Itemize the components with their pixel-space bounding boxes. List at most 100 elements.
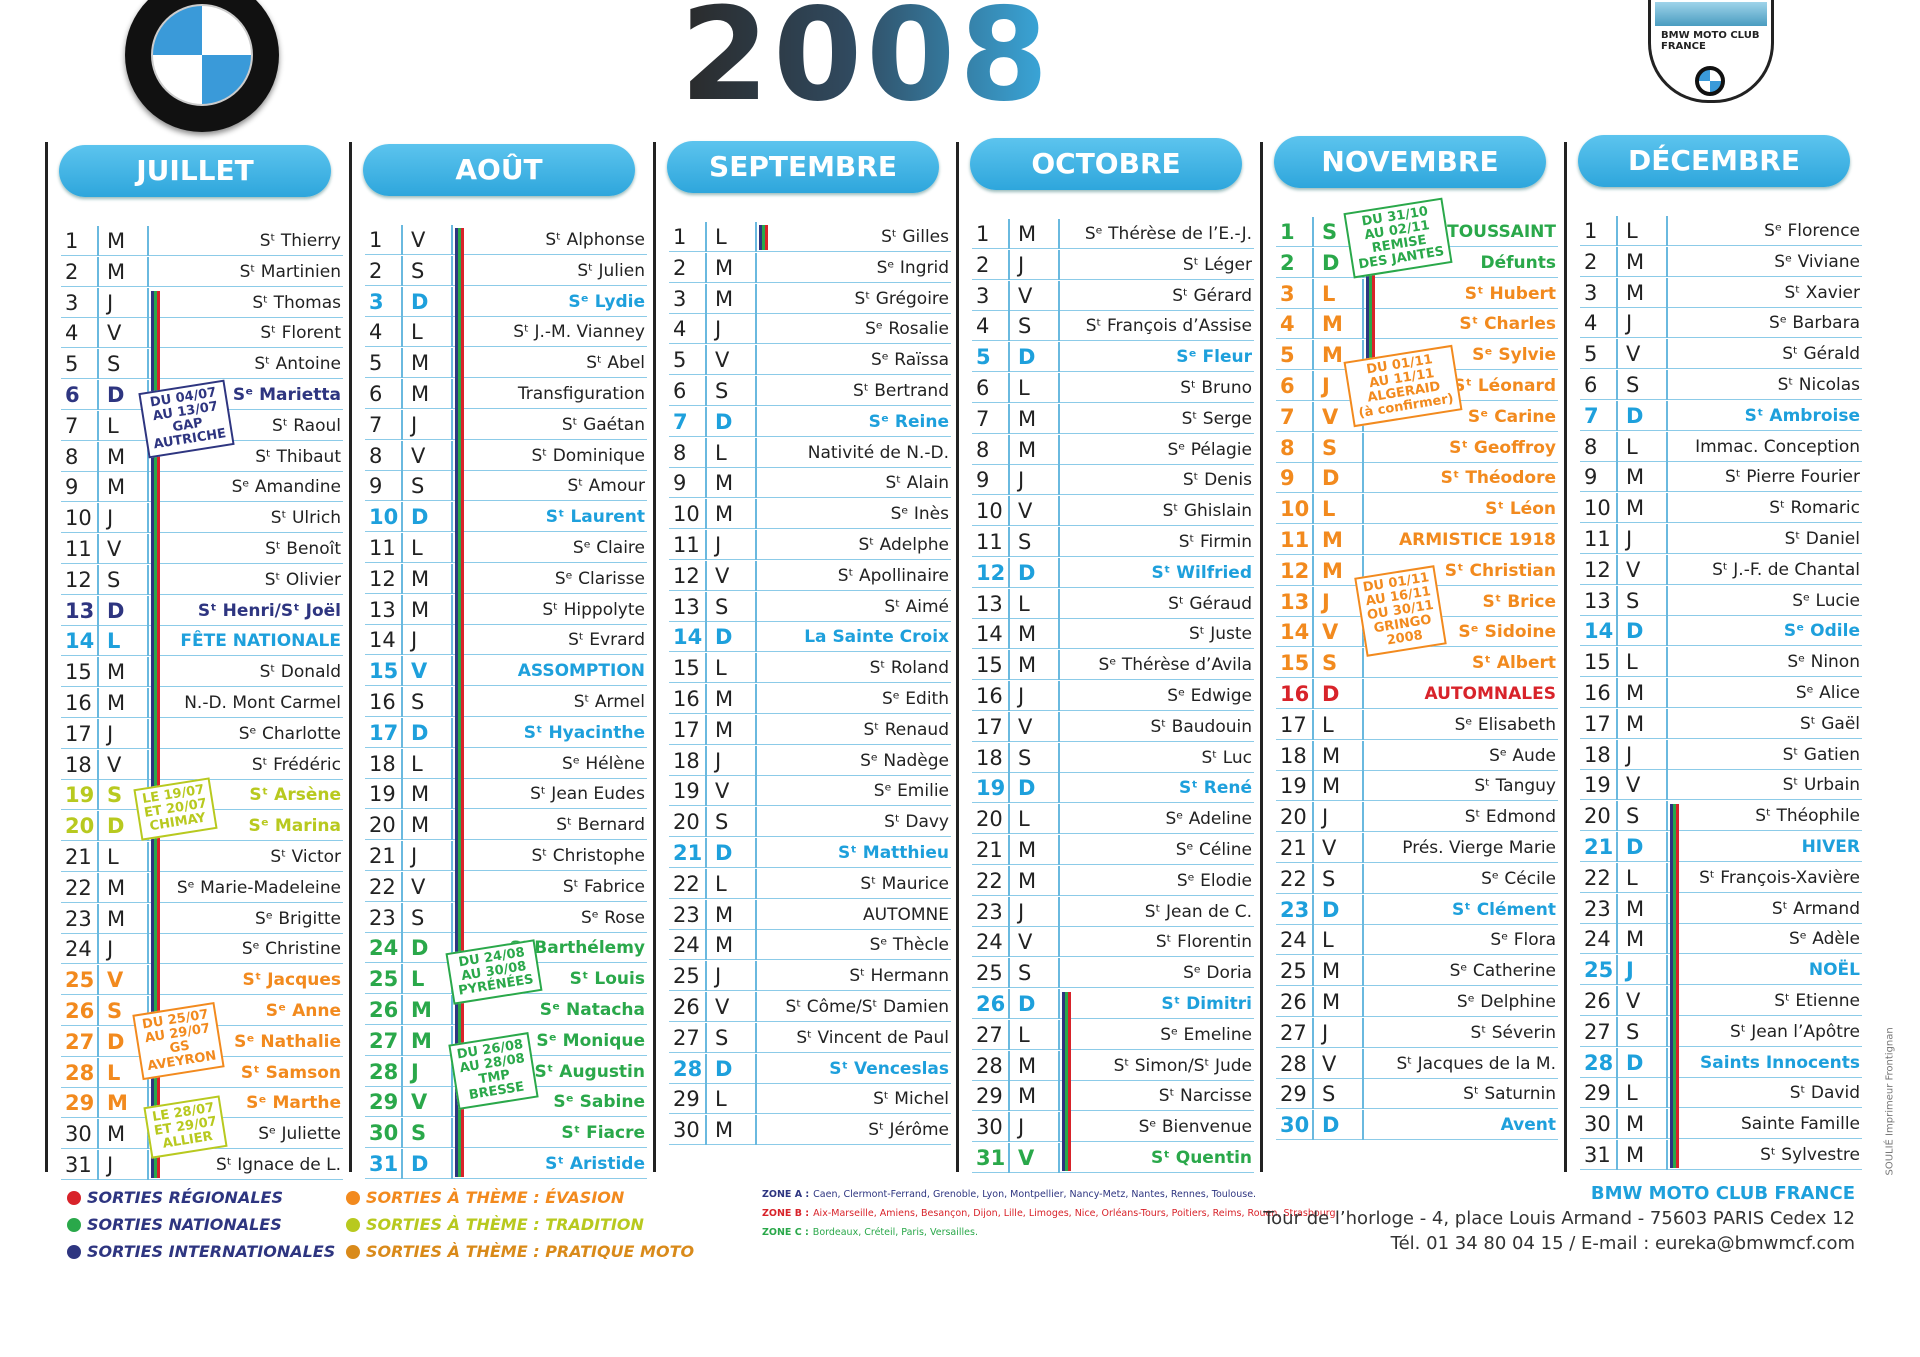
day-row: 14 J Sᵗ Evrard	[365, 625, 647, 656]
weekday: L	[411, 967, 425, 992]
saint-name: Sᵉ Doria	[1183, 963, 1252, 984]
day-row: 7 D Sᵉ Reine	[669, 406, 951, 437]
divider	[451, 533, 453, 563]
day-row: 25 V Sᵗ Jacques	[61, 965, 343, 996]
divider	[1008, 1143, 1010, 1173]
saint-name: Sᵗ Renaud	[863, 719, 949, 740]
legend-dot	[67, 1245, 81, 1259]
day-row: 1 M Sᵉ Thérèse de l’E.-J.	[972, 219, 1254, 249]
divider	[1058, 835, 1060, 865]
saint-name: Sᵗ Jean Eudes	[530, 784, 645, 805]
divider	[1362, 987, 1364, 1017]
divider	[705, 468, 707, 499]
divider	[451, 502, 453, 533]
saint-name: Sᵗ Thierry	[259, 231, 341, 251]
bmw-logo	[125, 0, 279, 132]
weekday: V	[1322, 836, 1337, 860]
saint-name: Sᵗ Daniel	[1784, 529, 1860, 549]
weekday: M	[1626, 896, 1645, 921]
weekday: M	[715, 471, 734, 496]
divider	[451, 379, 453, 409]
divider	[147, 657, 149, 688]
weekday: M	[1322, 312, 1343, 337]
day-number: 7	[65, 413, 79, 438]
divider	[451, 871, 453, 902]
divider	[1362, 925, 1364, 956]
weekday: L	[1018, 1022, 1030, 1047]
day-number: 11	[369, 536, 396, 560]
weekday: D	[411, 289, 429, 314]
divider	[1666, 1140, 1668, 1170]
day-number: 11	[1584, 527, 1611, 551]
saint-name: Sᵗ Abel	[586, 353, 645, 374]
day-number: 21	[369, 844, 396, 868]
day-number: 8	[1280, 435, 1295, 460]
day-number: 26	[976, 992, 1006, 1016]
divider	[451, 1087, 453, 1118]
day-row: 6 S Sᵗ Bertrand	[669, 376, 951, 406]
saint-name: Sᵗ Jean de C.	[1144, 901, 1252, 922]
saint-name: Sᵗ Narcisse	[1158, 1086, 1252, 1107]
saint-name: Sᵉ Lucie	[1792, 590, 1860, 611]
divider	[401, 1149, 403, 1179]
weekday: M	[411, 998, 432, 1022]
saint-name: Transfiguration	[517, 384, 645, 404]
day-row: 21 L Sᵗ Victor	[61, 842, 343, 872]
saint-name: Sᵉ Brigitte	[255, 908, 341, 929]
weekday: D	[1322, 897, 1340, 922]
day-number: 6	[1280, 374, 1295, 398]
divider	[1616, 370, 1618, 400]
divider	[401, 1087, 403, 1118]
day-number: 1	[65, 229, 79, 253]
weekday: V	[715, 563, 730, 588]
divider	[1616, 862, 1618, 893]
divider	[1058, 650, 1060, 681]
day-number: 4	[673, 317, 687, 342]
saint-name: Sᵗ Apollinaire	[837, 565, 949, 586]
day-row: 26 D Sᵗ Dimitri	[972, 989, 1254, 1019]
divider	[451, 902, 453, 933]
divider	[401, 687, 403, 717]
day-number: 21	[1280, 836, 1307, 860]
divider	[97, 503, 99, 534]
divider	[755, 714, 757, 745]
column-separator	[45, 142, 48, 1172]
day-number: 5	[1280, 343, 1295, 368]
divider	[147, 534, 149, 564]
weekday: J	[1018, 899, 1025, 924]
divider	[1666, 770, 1668, 801]
divider	[705, 406, 707, 437]
weekday: J	[107, 937, 114, 962]
saint-name: Sᵉ Lydie	[568, 291, 645, 312]
weekday: M	[1018, 1084, 1037, 1109]
day-row: 25 J Sᵗ Hermann	[669, 961, 951, 992]
saint-name: HIVER	[1801, 837, 1860, 857]
day-number: 12	[1584, 557, 1611, 582]
saint-name: Sᵗ Dominique	[531, 445, 645, 466]
day-row: 8 L Nativité de N.-D.	[669, 437, 951, 468]
day-number: 28	[976, 1053, 1003, 1078]
weekday: J	[107, 290, 114, 315]
divider	[755, 653, 757, 684]
divider	[97, 749, 99, 780]
divider	[1058, 373, 1060, 403]
weekday: D	[715, 841, 733, 865]
day-number: 16	[65, 691, 92, 715]
divider	[705, 684, 707, 714]
divider	[451, 594, 453, 625]
weekday: M	[1626, 927, 1645, 952]
day-number: 16	[369, 690, 396, 714]
weekday: M	[1626, 1143, 1645, 1167]
day-row: 13 L Sᵗ Géraud	[972, 588, 1254, 619]
day-row: 7 D Sᵗ Ambroise	[1580, 400, 1862, 431]
divider	[1362, 525, 1364, 555]
saint-name: Sainte Famille	[1740, 1114, 1860, 1135]
day-number: 1	[673, 225, 687, 249]
divider	[401, 779, 403, 810]
club-address: Tour de l’horloge - 4, place Louis Arman…	[1263, 1208, 1855, 1229]
day-number: 26	[673, 995, 700, 1019]
weekday: V	[1018, 283, 1033, 308]
day-row: 2 S Sᵗ Julien	[365, 255, 647, 286]
weekday: D	[411, 936, 429, 961]
divider	[755, 560, 757, 591]
